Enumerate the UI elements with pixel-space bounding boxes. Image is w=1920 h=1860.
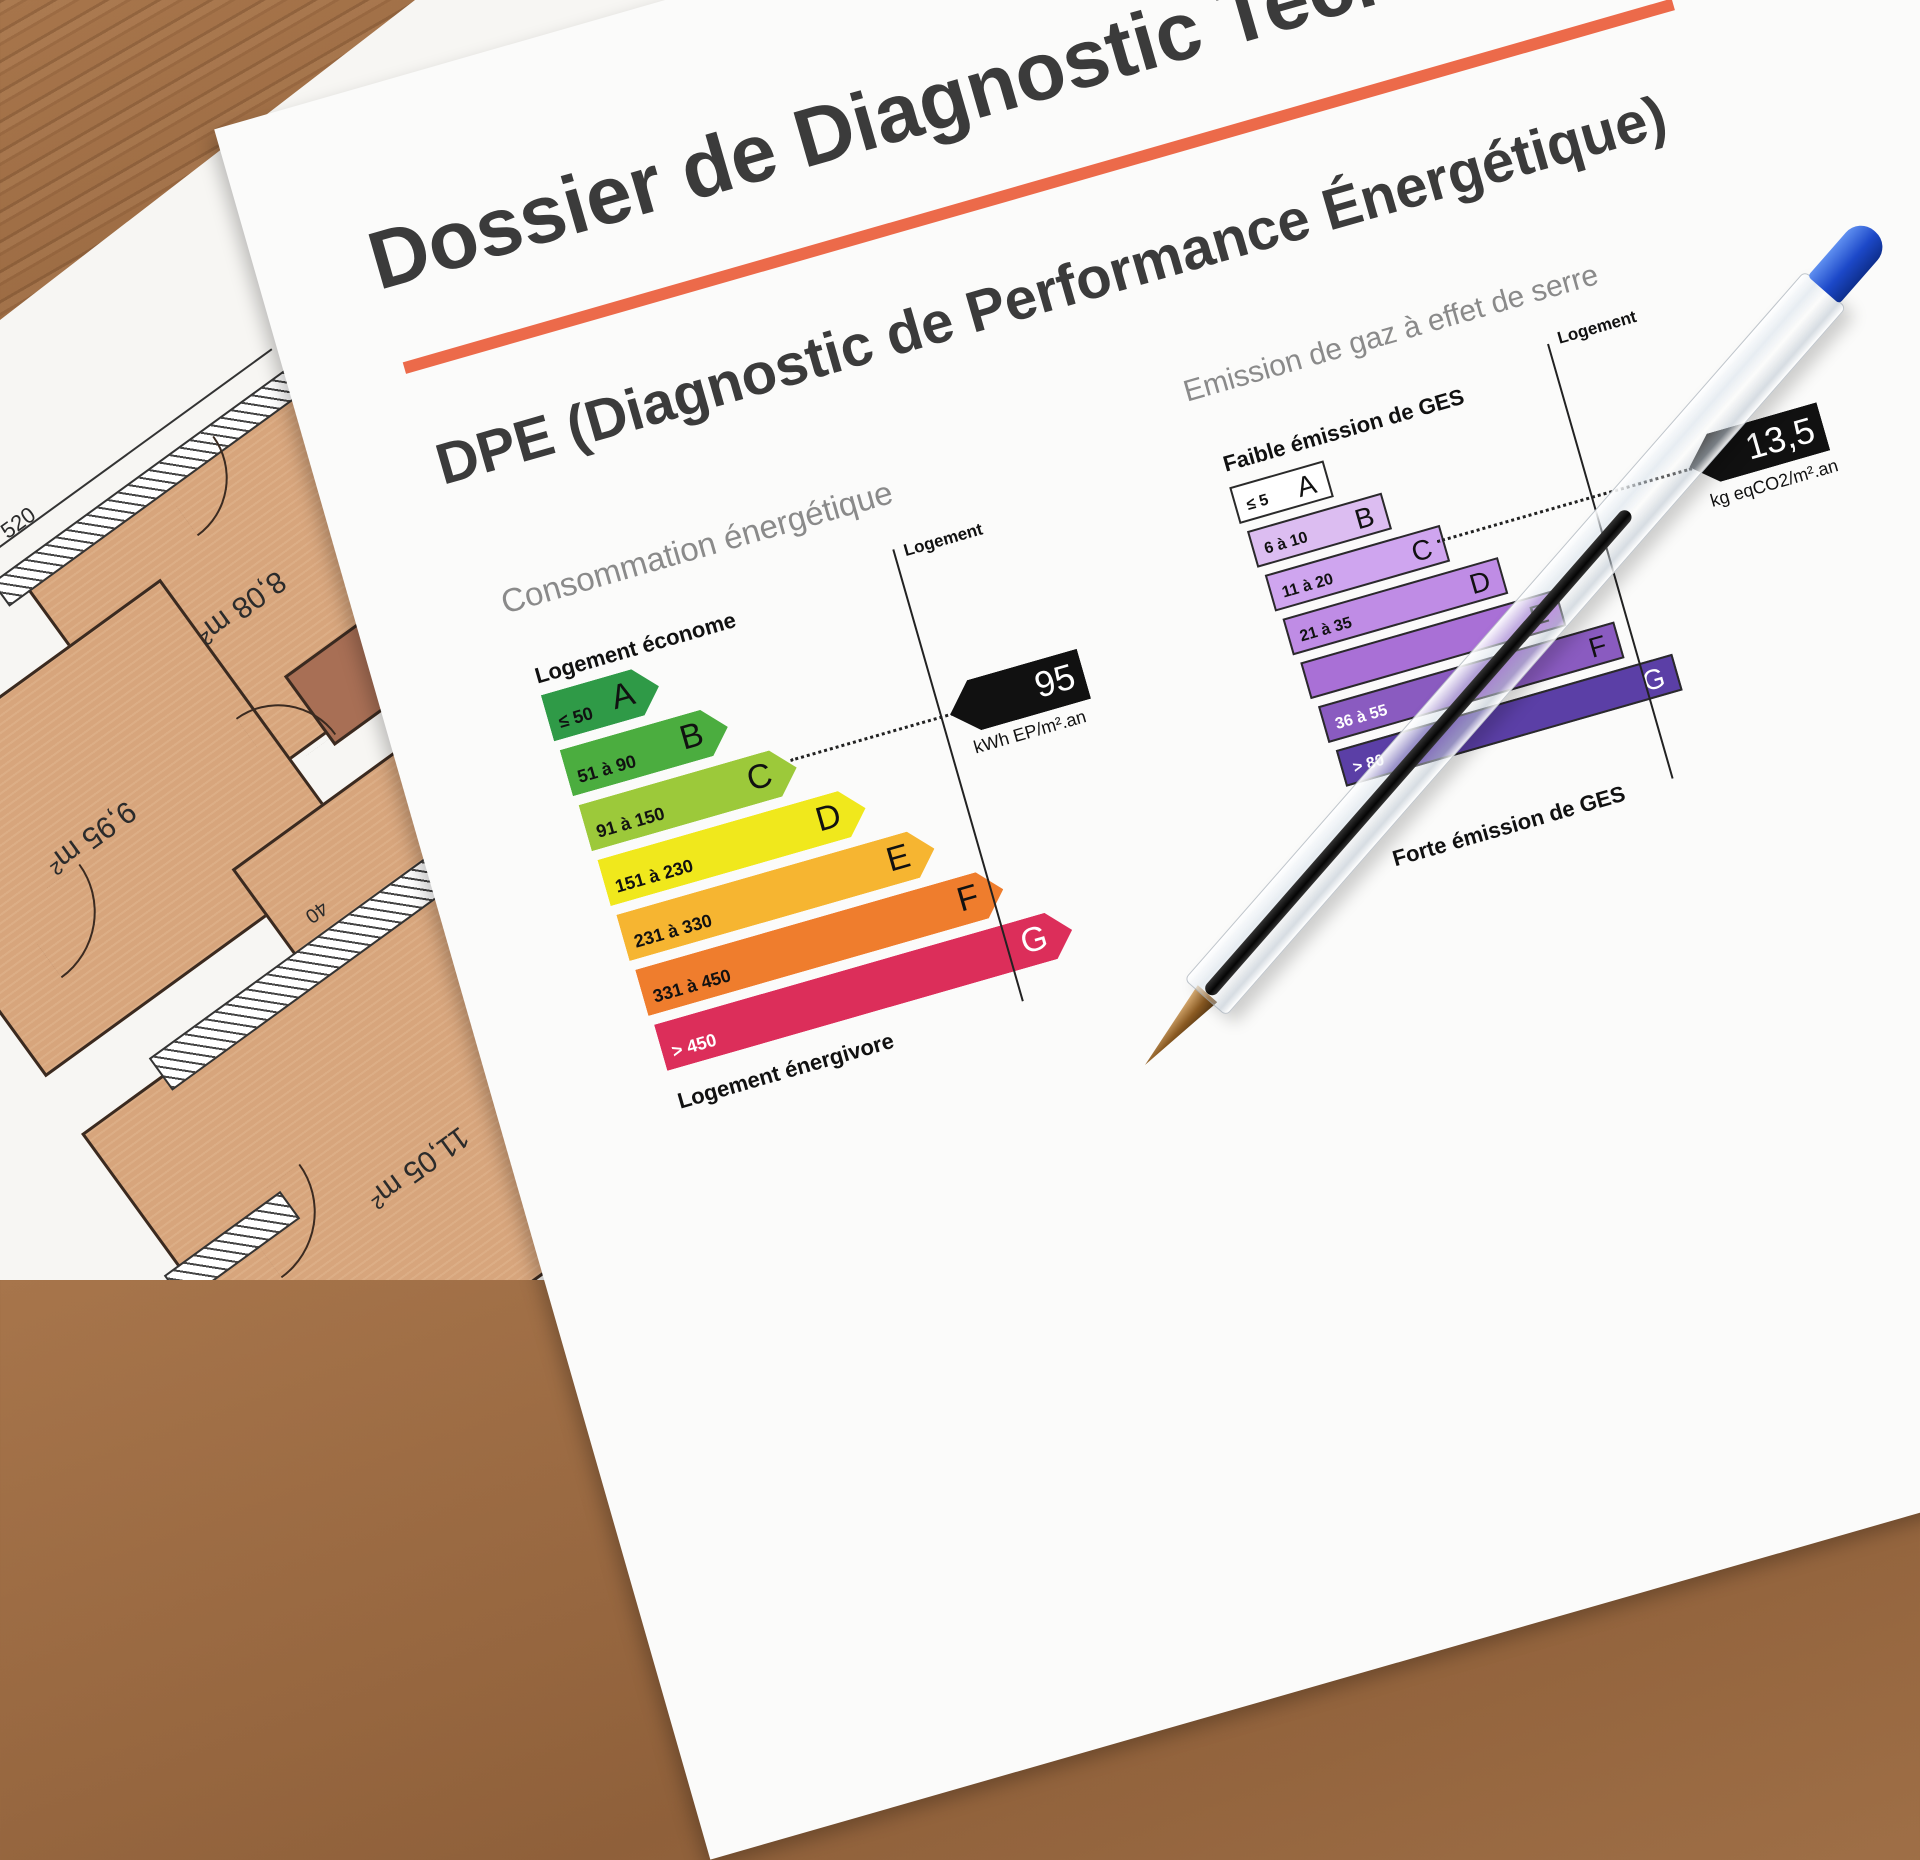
- class-letter: B: [675, 714, 708, 758]
- class-range: ≤ 5: [1244, 491, 1271, 514]
- class-letter: E: [882, 836, 915, 880]
- class-letter: G: [1016, 917, 1053, 962]
- class-letter: C: [742, 755, 777, 799]
- class-letter: D: [1466, 564, 1495, 601]
- class-letter: A: [606, 674, 639, 718]
- class-letter: C: [1407, 532, 1436, 568]
- class-letter: D: [811, 796, 846, 840]
- class-range: ≤ 50: [556, 703, 596, 732]
- dimension-label: 520: [0, 501, 41, 544]
- class-letter: F: [1585, 629, 1611, 664]
- class-letter: B: [1351, 500, 1378, 536]
- class-range: 6 à 10: [1262, 529, 1310, 558]
- class-letter: F: [952, 877, 984, 920]
- class-range: > 450: [669, 1029, 719, 1062]
- energy-value: 95: [1029, 655, 1080, 706]
- class-letter: A: [1293, 468, 1320, 504]
